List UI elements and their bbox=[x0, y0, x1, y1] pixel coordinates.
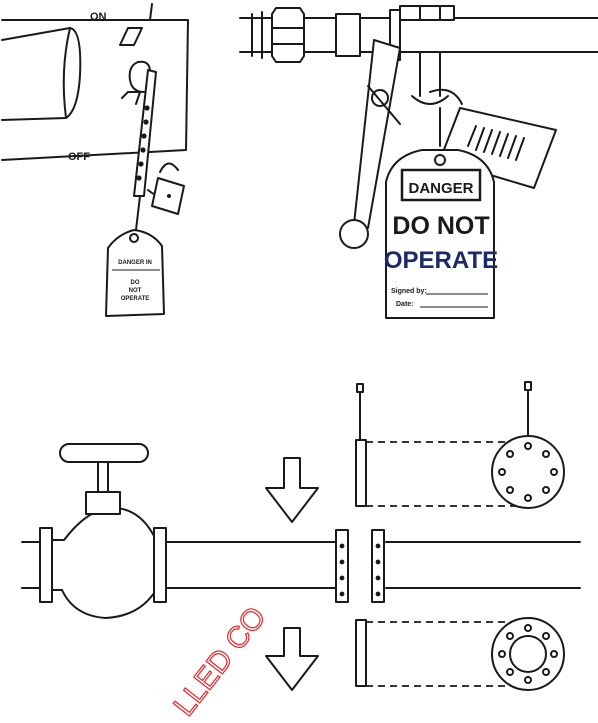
padlock bbox=[151, 162, 185, 215]
danger-tag-date-label: Date: bbox=[396, 301, 414, 308]
small-tag-line4: OPERATE bbox=[121, 296, 150, 302]
valve-handwheel bbox=[59, 443, 149, 463]
danger-tag-signed-label: Signed by: bbox=[391, 288, 427, 295]
down-arrow-lower bbox=[265, 627, 319, 691]
pipe-flange-pair bbox=[335, 529, 385, 603]
lockout-hasp bbox=[133, 69, 169, 198]
down-arrow-upper bbox=[265, 457, 319, 523]
small-tag-line1: DANGER IN bbox=[118, 260, 152, 266]
uncontrolled-copy-watermark: LLED CO bbox=[168, 601, 273, 722]
switch-off-label: OFF bbox=[68, 151, 90, 163]
danger-tag-header: DANGER bbox=[408, 180, 473, 197]
blind-flange-panel: LLED CO bbox=[21, 381, 581, 723]
valve-tag-panel: DANGER DO NOT OPERATE Signed by: Date: bbox=[239, 5, 598, 319]
blind-plate bbox=[355, 381, 565, 509]
danger-tag-line2: OPERATE bbox=[384, 247, 498, 274]
gate-valve-body bbox=[51, 506, 157, 619]
spacer-ring bbox=[355, 617, 565, 691]
switch-handle-housing bbox=[1, 27, 82, 121]
small-danger-tag: DANGER IN DO NOT OPERATE bbox=[105, 229, 165, 317]
danger-do-not-operate-tag: DANGER DO NOT OPERATE Signed by: Date: bbox=[384, 149, 498, 319]
small-tag-line3: NOT bbox=[129, 288, 142, 294]
valve-lever-handle bbox=[339, 39, 401, 249]
disconnect-switch-panel: ON OFF DANGER IN bbox=[1, 3, 189, 317]
danger-tag-line1: DO NOT bbox=[392, 212, 489, 240]
small-tag-line2: DO bbox=[131, 280, 140, 286]
switch-on-label: ON bbox=[90, 11, 107, 23]
